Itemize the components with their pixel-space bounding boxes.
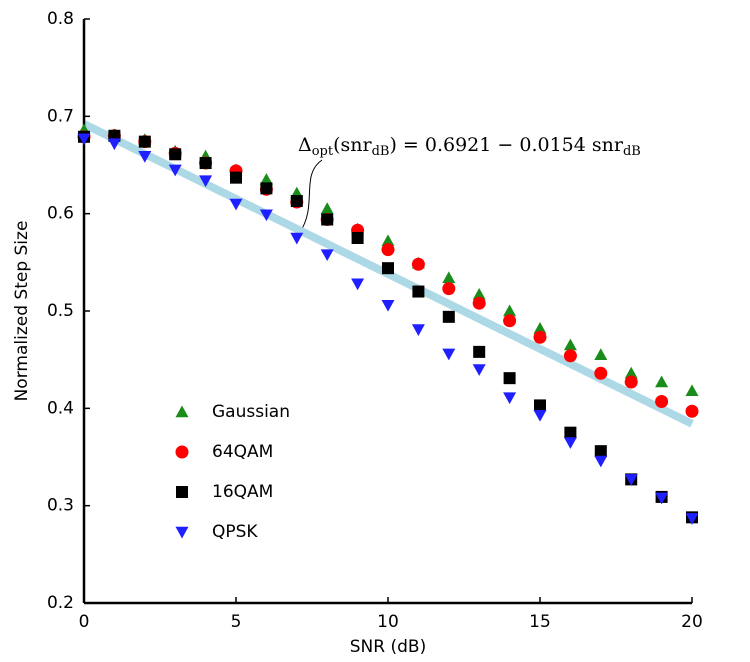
data-point	[107, 138, 121, 151]
y-tick-label: 0.8	[47, 9, 74, 29]
data-point	[624, 366, 638, 379]
y-tick-label: 0.7	[47, 106, 74, 126]
data-point	[503, 314, 517, 328]
data-point	[533, 322, 547, 334]
data-point	[655, 492, 669, 505]
data-point	[411, 324, 425, 336]
data-point	[503, 372, 516, 385]
data-point	[533, 409, 547, 422]
data-point	[685, 513, 699, 525]
data-point	[320, 249, 334, 262]
data-point	[473, 345, 486, 358]
annotation: Δopt(snrdB) = 0.6921 − 0.0154 snrdB	[298, 134, 641, 159]
data-point	[320, 202, 334, 214]
data-point	[655, 375, 669, 388]
legend-marker	[176, 486, 188, 498]
data-point	[381, 234, 395, 247]
data-point	[563, 338, 577, 351]
data-point	[290, 232, 304, 245]
data-point	[442, 348, 456, 361]
y-tick-label: 0.6	[47, 204, 74, 224]
y-axis-label: Normalized Step Size	[12, 221, 32, 402]
data-point	[442, 271, 456, 284]
data-point	[411, 257, 425, 271]
legend-label: QPSK	[212, 522, 258, 542]
data-point	[169, 148, 182, 161]
data-point	[655, 395, 669, 409]
data-point	[534, 399, 546, 412]
y-tick-label: 0.2	[47, 593, 74, 613]
y-tick-label: 0.3	[47, 496, 74, 516]
data-point	[442, 282, 456, 296]
legend-marker	[175, 445, 189, 459]
x-axis-label: SNR (dB)	[350, 637, 426, 657]
data-point	[442, 310, 455, 323]
data-point	[624, 474, 638, 486]
x-tick-label: 5	[231, 612, 242, 632]
y-tick-label: 0.4	[47, 398, 74, 418]
data-point	[230, 171, 242, 184]
data-point	[351, 278, 365, 291]
annotation-subscript: dB	[372, 144, 390, 159]
data-point	[77, 133, 91, 146]
legend-label: 16QAM	[212, 482, 273, 502]
data-point	[563, 437, 577, 449]
data-point	[381, 299, 395, 312]
data-point	[138, 135, 151, 148]
data-point	[472, 364, 486, 376]
data-point	[229, 198, 243, 211]
data-point	[564, 426, 577, 439]
annotation-arrow	[299, 159, 323, 233]
data-point	[533, 330, 547, 344]
data-point	[594, 445, 607, 458]
data-point	[624, 375, 638, 389]
data-point	[594, 455, 608, 468]
data-point	[168, 164, 182, 177]
data-point	[382, 262, 394, 275]
data-point	[472, 287, 486, 300]
x-tick-label: 20	[681, 612, 703, 632]
data-point	[685, 404, 699, 418]
data-point	[199, 157, 212, 170]
data-point	[594, 366, 608, 380]
annotation-text: (snr	[333, 134, 372, 156]
data-point	[138, 151, 152, 163]
legend-marker	[175, 405, 189, 418]
annotation-text: ) = 0.6921 − 0.0154 snr	[389, 134, 623, 156]
annotation-subscript: opt	[312, 144, 334, 159]
data-point	[685, 384, 699, 397]
x-tick-label: 10	[377, 612, 399, 632]
data-point	[351, 232, 364, 244]
data-point	[321, 213, 334, 226]
legend-label: 64QAM	[212, 442, 273, 462]
data-point	[503, 304, 517, 317]
data-point	[259, 209, 273, 222]
data-point	[563, 349, 577, 363]
data-point	[472, 296, 486, 310]
data-point	[594, 348, 608, 360]
x-tick-label: 0	[79, 612, 90, 632]
y-tick-label: 0.5	[47, 301, 74, 321]
annotation-subscript: dB	[623, 144, 641, 159]
legend-marker	[175, 526, 189, 539]
data-point	[381, 243, 395, 257]
data-point	[259, 173, 273, 185]
legend-label: Gaussian	[212, 402, 290, 422]
data-point	[412, 285, 425, 298]
data-point	[260, 182, 273, 195]
data-point	[199, 175, 213, 188]
data-point	[503, 392, 517, 405]
x-tick-label: 15	[529, 612, 551, 632]
annotation-text: Δ	[298, 134, 312, 156]
data-point	[290, 195, 303, 208]
